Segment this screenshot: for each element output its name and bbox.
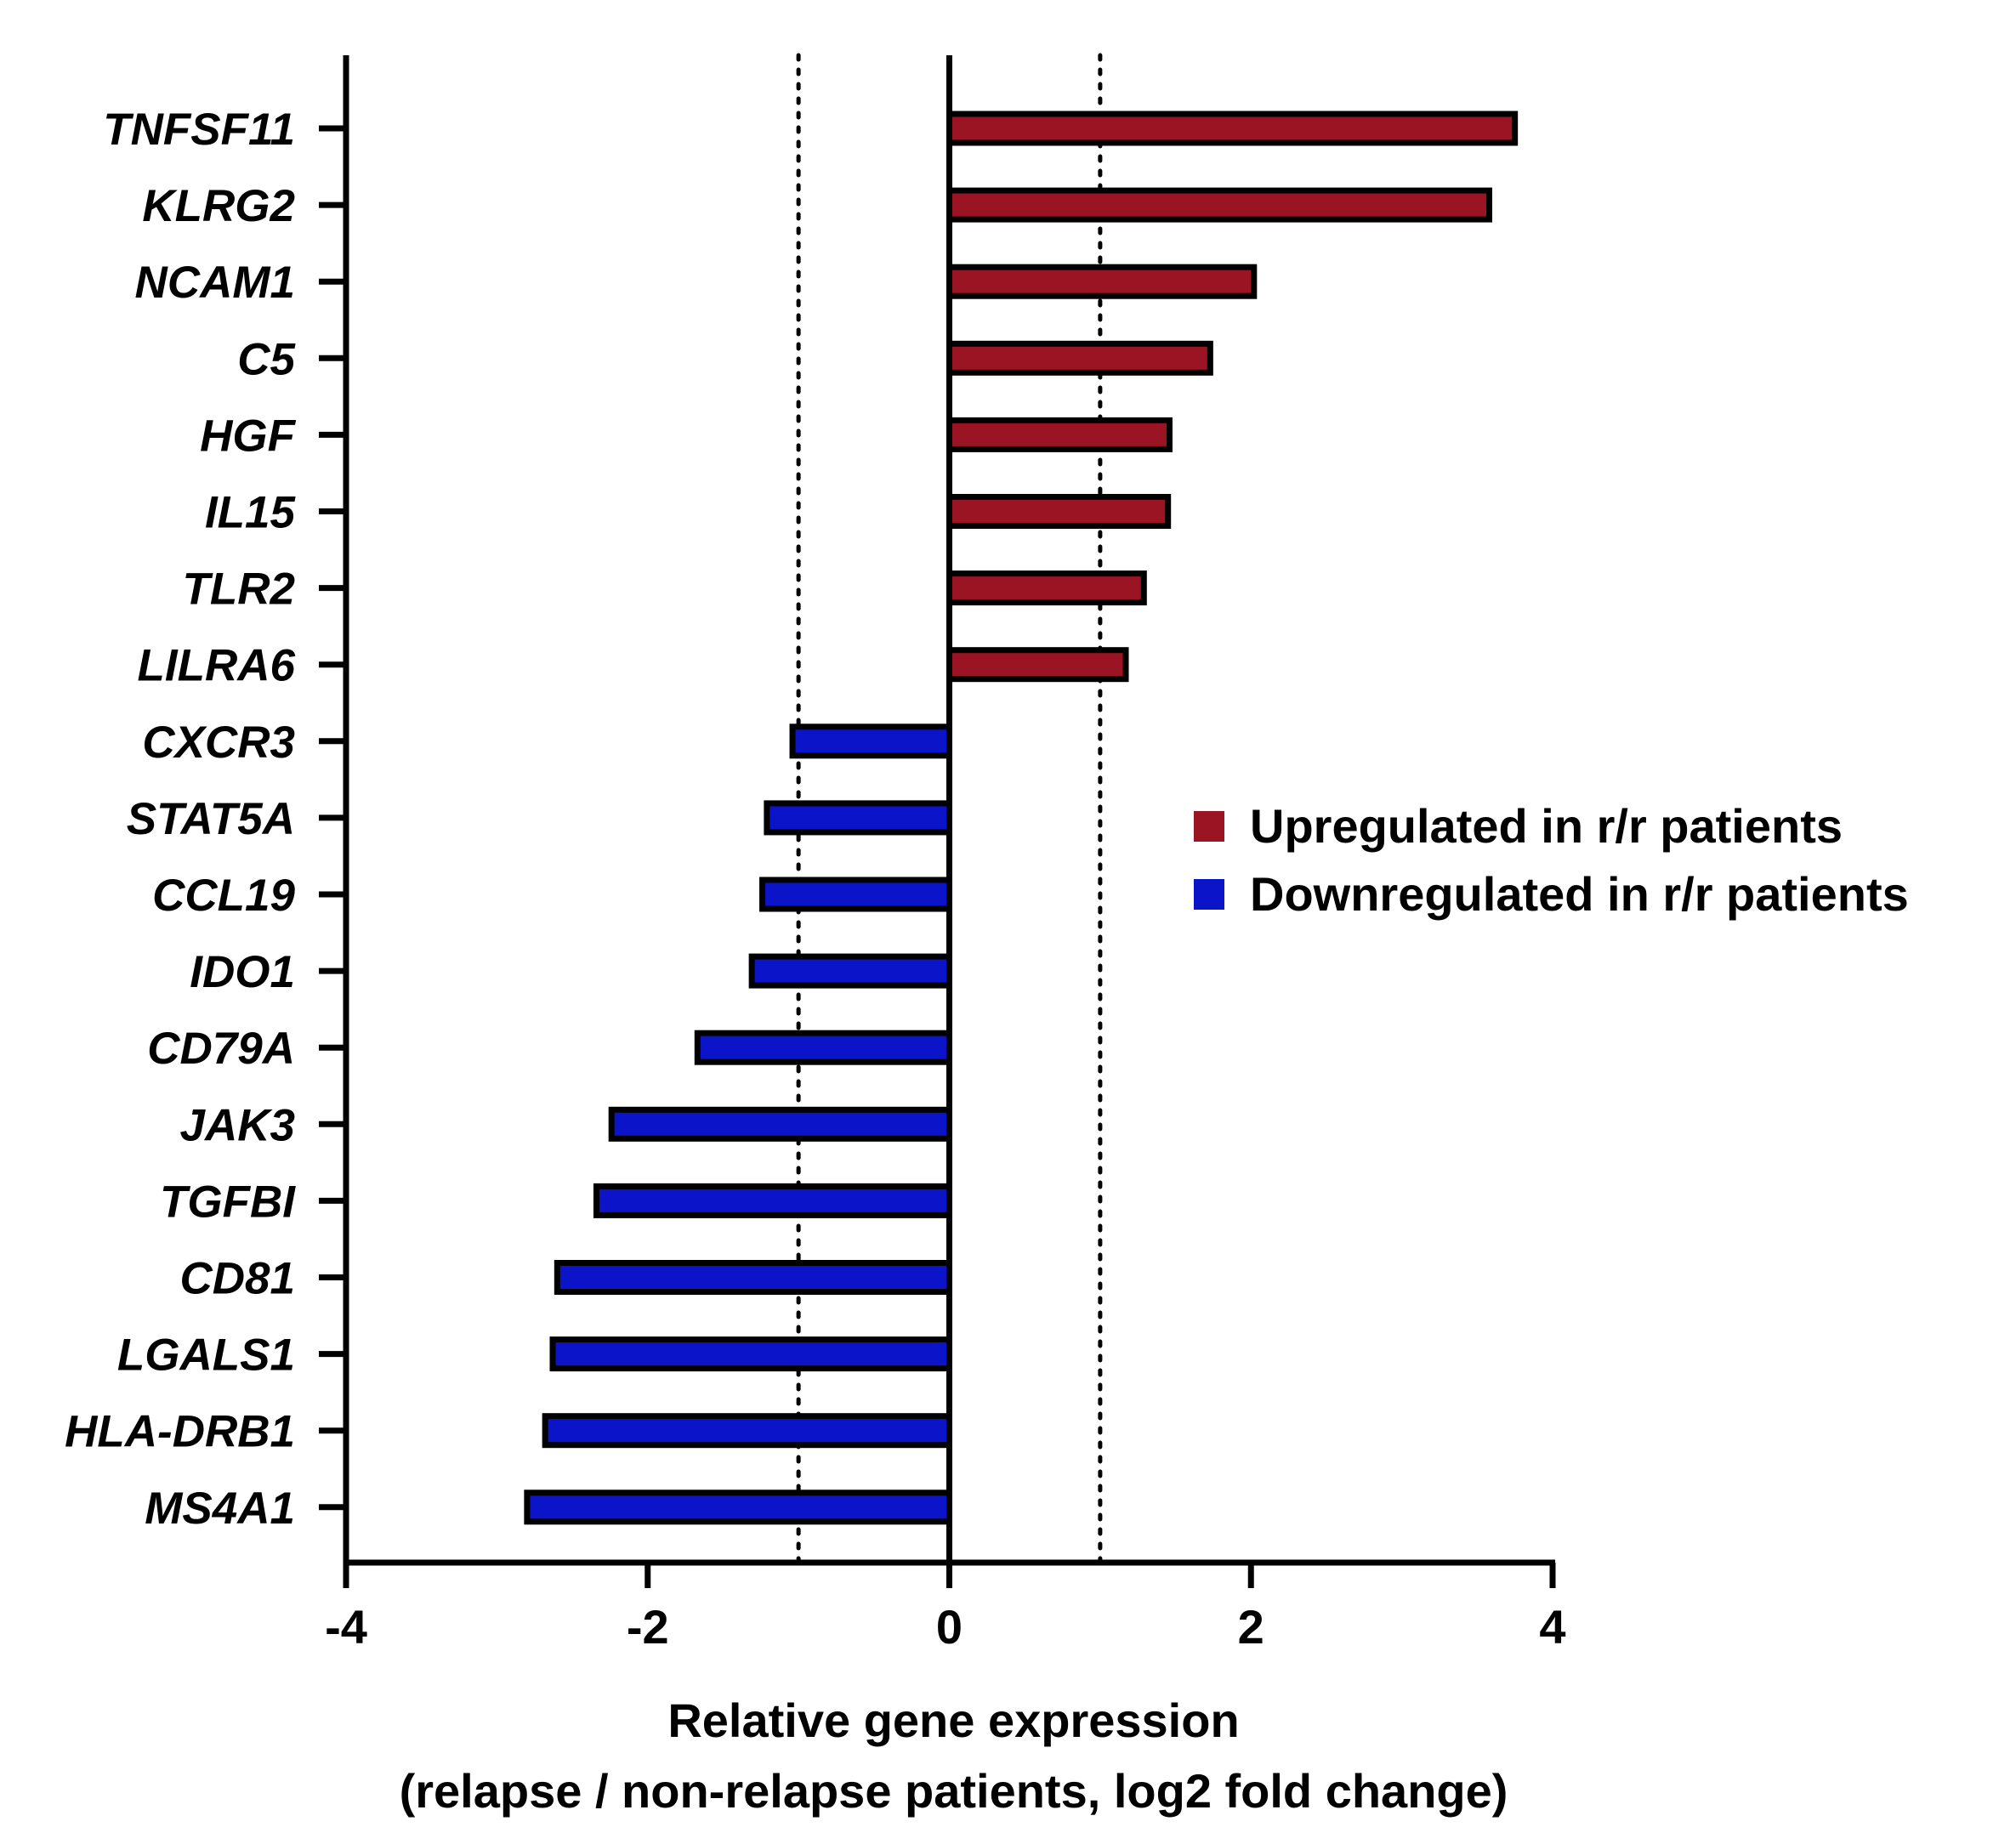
gene-label-ido1: IDO1 bbox=[190, 947, 295, 997]
bar-ido1 bbox=[748, 953, 952, 989]
legend-swatch-down bbox=[1194, 879, 1224, 910]
bar-hla-drb1 bbox=[542, 1413, 952, 1449]
bar-tgfbi bbox=[593, 1183, 952, 1218]
gene-label-stat5a: STAT5A bbox=[127, 794, 295, 844]
x-axis-title: Relative gene expression bbox=[667, 1694, 1239, 1747]
gene-label-hla-drb1: HLA-DRB1 bbox=[65, 1407, 295, 1457]
gene-label-tlr2: TLR2 bbox=[183, 565, 296, 615]
x-tick-label: -2 bbox=[627, 1600, 669, 1654]
legend-swatch-up bbox=[1194, 811, 1224, 842]
bar-lilra6 bbox=[946, 647, 1129, 683]
bar-tnfsf11 bbox=[946, 111, 1519, 146]
x-tick-label: 2 bbox=[1238, 1600, 1264, 1654]
bar-klrg2 bbox=[946, 187, 1493, 223]
x-axis: -4 -2 0 2 4 bbox=[325, 1559, 1566, 1654]
bar-stat5a bbox=[764, 800, 952, 836]
gene-label-cxcr3: CXCR3 bbox=[142, 718, 295, 768]
gene-label-lilra6: LILRA6 bbox=[138, 641, 296, 691]
x-tick-label: -4 bbox=[325, 1600, 367, 1654]
bar-il15 bbox=[946, 494, 1172, 529]
gene-label-cd81: CD81 bbox=[179, 1254, 295, 1304]
gene-label-jak3: JAK3 bbox=[179, 1100, 295, 1150]
gene-label-hgf: HGF bbox=[200, 411, 297, 461]
bar-c5 bbox=[946, 340, 1213, 376]
legend: Upregulated in r/r patients Downregulated… bbox=[1194, 799, 1909, 921]
gene-label-tgfbi: TGFBI bbox=[160, 1177, 296, 1227]
gene-label-tnfsf11: TNFSF11 bbox=[103, 105, 295, 155]
gene-label-klrg2: KLRG2 bbox=[142, 181, 295, 231]
bar-cd81 bbox=[554, 1260, 952, 1295]
x-tick-label: 4 bbox=[1539, 1600, 1565, 1654]
bar-jak3 bbox=[608, 1106, 952, 1142]
bar-tlr2 bbox=[946, 570, 1147, 606]
gene-label-cd79a: CD79A bbox=[147, 1024, 295, 1074]
gene-label-ms4a1: MS4A1 bbox=[145, 1484, 295, 1534]
bar-ncam1 bbox=[946, 264, 1258, 299]
gene-label-c5: C5 bbox=[237, 334, 296, 384]
y-axis: TNFSF11 KLRG2 NCAM1 C5 HGF IL15 TLR2 LILRA6 CXCR… bbox=[65, 55, 349, 1565]
bar-ms4a1 bbox=[524, 1489, 952, 1525]
x-axis-subtitle: (relapse / non-relapse patients, log2 fo… bbox=[400, 1764, 1508, 1818]
bar-lgals1 bbox=[549, 1336, 952, 1372]
gene-label-ncam1: NCAM1 bbox=[135, 258, 295, 308]
gene-label-ccl19: CCL19 bbox=[152, 871, 295, 921]
legend-label-down: Downregulated in r/r patients bbox=[1250, 867, 1909, 921]
legend-label-up: Upregulated in r/r patients bbox=[1250, 799, 1843, 853]
bar-cd79a bbox=[694, 1030, 952, 1065]
gene-label-il15: IL15 bbox=[205, 488, 297, 538]
gene-label-lgals1: LGALS1 bbox=[117, 1331, 295, 1381]
bar-ccl19 bbox=[759, 877, 952, 912]
bar-cxcr3 bbox=[789, 723, 953, 759]
bar-hgf bbox=[946, 417, 1173, 452]
x-tick-label: 0 bbox=[936, 1600, 963, 1654]
